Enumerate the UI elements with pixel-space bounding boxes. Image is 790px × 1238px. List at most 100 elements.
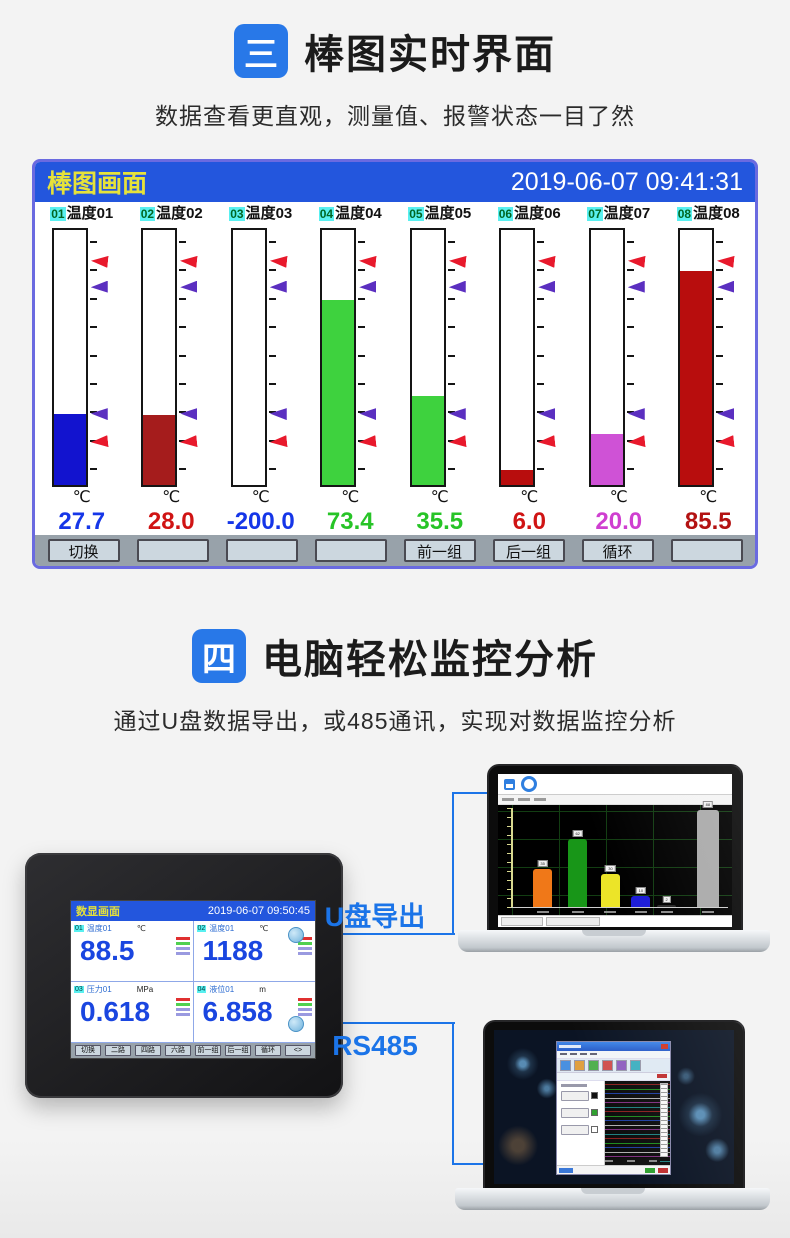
mini-bar: 35: [533, 859, 553, 913]
monitor-software-window: [556, 1040, 672, 1176]
channel-value: 6.858: [202, 996, 273, 1027]
channel-value: 20.0: [595, 508, 643, 535]
screen-title: 棒图画面: [47, 170, 148, 198]
display-quadrant-3: 03 压力01 MPa 0.618: [71, 982, 193, 1042]
channel-name: 温度01: [209, 924, 235, 933]
channel-unit: m: [259, 985, 266, 994]
bar-gauge-channel-8: 08 温度08 ℃ 85.5: [664, 202, 754, 536]
loop-button[interactable]: 循环: [581, 539, 654, 562]
section4-subtitle: 通过U盘数据导出，或485通讯，实现对数据监控分析: [113, 708, 677, 734]
save-icon: [504, 778, 515, 790]
bar-fill: [411, 395, 444, 485]
channel-value: 6.0: [512, 508, 546, 535]
blank-button-2[interactable]: [225, 539, 298, 562]
thermometer-bar: [141, 228, 178, 487]
channel-value: 1188: [202, 935, 264, 966]
channel-tag: 01: [74, 925, 84, 932]
display-quadrant-4: 04 液位01 m 6.858: [193, 982, 315, 1042]
channel-tag: 03: [74, 986, 84, 993]
y-axis: [511, 808, 513, 908]
device-four-channel-button[interactable]: 四路: [135, 1045, 161, 1056]
channel-tag: 01: [50, 207, 66, 221]
alarm-level-indicator: [175, 937, 190, 955]
next-group-button[interactable]: 后一组: [492, 539, 565, 562]
channel-unit: ℃: [251, 489, 270, 506]
recorder-device: 数显画面 2019-06-07 09:50:45 01 温度01 ℃ 88.5 02…: [25, 853, 343, 1098]
section3-heading: 三 棒图实时界面: [0, 0, 790, 80]
device-arrow-button[interactable]: <>: [285, 1045, 311, 1056]
section3-subtitle: 数据查看更直观，测量值、报警状态一目了然: [155, 103, 635, 129]
trend-chart: [605, 1080, 671, 1166]
laptop-usb: 35 62 30 10 2 88: [487, 764, 743, 935]
device-switch-button[interactable]: 切换: [75, 1045, 101, 1056]
window-toolbar: [557, 1058, 671, 1073]
scale-ticks: [268, 228, 277, 483]
scale-ticks: [179, 228, 187, 483]
rs485-label: RS485: [332, 1030, 418, 1061]
channel-value: 35.5: [416, 508, 464, 535]
channel-tag: 04: [318, 207, 335, 221]
bar-gauge-channel-5: 05 温度05 ℃ 35.5: [395, 202, 485, 536]
alarm-level-indicator: [175, 998, 190, 1016]
laptop-rs485-app: [494, 1030, 734, 1184]
scale-ticks: [716, 228, 724, 483]
channel-unit: ℃: [430, 489, 449, 506]
device-prev-group-button[interactable]: 前一组: [195, 1045, 221, 1056]
connection-diagram: U盘导出 RS485 数显画面 2019-06-07 09:50:45 01 温度…: [0, 750, 790, 1238]
channel-tag: 05: [408, 207, 424, 221]
blank-button-3[interactable]: [314, 539, 387, 562]
channel-tag: 07: [587, 207, 603, 221]
app-menustrip: [498, 795, 732, 805]
bar-fill: [680, 270, 713, 485]
panel-button: [561, 1124, 590, 1135]
channel-value: 27.7: [58, 508, 106, 535]
bar-gauge-channel-3: 03 温度03 ℃ -200.0: [216, 202, 306, 536]
screen-datetime: 2019-06-07 09:41:31: [510, 167, 743, 196]
thermometer-bar: [588, 228, 625, 487]
blank-button-4[interactable]: [670, 539, 743, 562]
refresh-icon: [521, 776, 537, 792]
channel-name: 温度08: [693, 205, 740, 222]
device-loop-button[interactable]: 循环: [255, 1045, 281, 1056]
device-two-channel-button[interactable]: 二路: [105, 1045, 131, 1056]
trend-time-axis: [605, 1158, 661, 1166]
window-statusbar: [557, 1165, 671, 1175]
bar-fill: [501, 469, 534, 485]
bar-value-chip: 35: [537, 859, 548, 867]
device-next-group-button[interactable]: 后一组: [225, 1045, 251, 1056]
channel-unit: ℃: [699, 489, 718, 506]
section3-title: 棒图实时界面: [304, 33, 556, 77]
channel-unit: ℃: [341, 489, 360, 506]
usb-port-dot: [288, 927, 304, 943]
scale-ticks: [626, 228, 635, 483]
channel-value: 73.4: [326, 508, 374, 535]
laptop-usb-base: [458, 930, 770, 952]
bar-value-chip: 10: [635, 887, 647, 894]
channel-unit: MPa: [136, 985, 154, 994]
alarm-level-indicator: [298, 998, 312, 1016]
channel-unit: ℃: [259, 924, 269, 933]
channel-value: 28.0: [147, 508, 195, 535]
scale-ticks: [537, 228, 545, 483]
prev-group-button[interactable]: 前一组: [403, 539, 476, 562]
channel-tag: 03: [229, 207, 245, 221]
laptop-rs485-base: [455, 1188, 770, 1210]
switch-button[interactable]: 切换: [47, 539, 120, 562]
channel-name: 温度04: [335, 205, 382, 222]
window-menubar: [557, 1050, 671, 1059]
channel-name: 温度07: [603, 205, 651, 222]
x-axis: [511, 907, 728, 908]
thermometer-bar: [409, 228, 446, 487]
laptop-rs485: [483, 1020, 745, 1192]
bar-value-chip: 30: [605, 865, 616, 872]
section4-heading: 四 电脑轻松监控分析: [0, 569, 790, 685]
channel-unit: ℃: [72, 489, 91, 506]
blank-button-1[interactable]: [136, 539, 209, 562]
thermometer-bar: [678, 228, 715, 487]
device-screen-title: 数显画面: [76, 906, 120, 918]
device-six-channel-button[interactable]: 六路: [165, 1045, 191, 1056]
usb-link-line: [452, 792, 454, 935]
scale-ticks: [358, 228, 366, 483]
usb-link-line: [295, 933, 455, 935]
